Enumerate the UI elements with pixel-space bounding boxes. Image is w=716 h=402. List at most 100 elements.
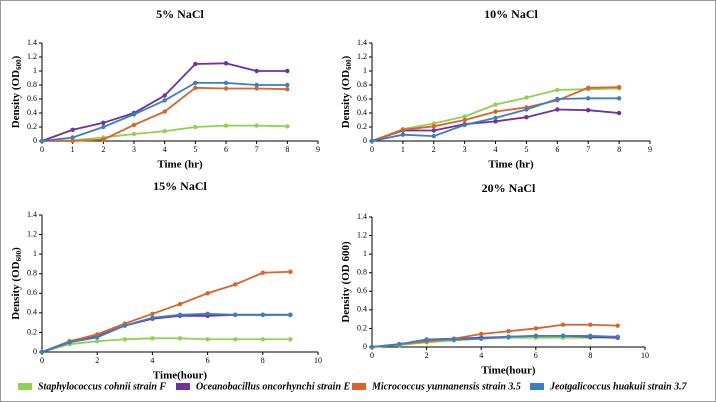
- x-tick-label: 3: [132, 145, 136, 154]
- y-tick-label: 1: [33, 249, 37, 258]
- legend-label: Jeotgalicoccus huakuii strain 3.7: [549, 381, 688, 392]
- series-line: [41, 312, 291, 353]
- y-tick-label: 1.2: [27, 229, 37, 238]
- data-point: [285, 82, 290, 88]
- data-point: [233, 282, 238, 287]
- data-point: [288, 337, 293, 342]
- y-tick-label: 0.4: [357, 305, 367, 314]
- data-point: [150, 311, 155, 317]
- x-tick-label: 10: [314, 356, 322, 365]
- data-point: [555, 96, 560, 102]
- data-point: [493, 102, 498, 107]
- x-tick-label: 0: [40, 145, 44, 154]
- data-point: [260, 337, 265, 342]
- chart-title: 5% NaCl: [156, 7, 204, 21]
- series-line: [371, 323, 618, 348]
- y-tick-label: 0.2: [27, 327, 37, 336]
- data-point: [254, 123, 259, 128]
- data-point: [616, 110, 622, 116]
- x-axis-label: Time(hour): [153, 370, 208, 382]
- data-point: [369, 138, 375, 144]
- y-tick-label: 1: [33, 66, 37, 75]
- x-axis-label: Time (hr): [157, 159, 203, 171]
- y-axis-label-part: ): [10, 247, 22, 251]
- legend-label: Micrococcus yunnanensis strain 3.5: [371, 381, 521, 392]
- y-tick-label: 1.4: [357, 38, 367, 47]
- data-point: [205, 311, 210, 317]
- x-tick-label: 4: [479, 351, 483, 360]
- x-axis-label: Time (hr): [488, 159, 534, 171]
- data-point: [524, 115, 529, 120]
- data-point: [397, 342, 402, 347]
- data-point: [586, 108, 591, 113]
- y-tick-label: 1.2: [357, 52, 367, 61]
- data-point: [533, 326, 538, 331]
- y-tick-label: 0.2: [27, 122, 37, 131]
- data-point: [162, 129, 167, 134]
- x-axis-label: Time(hour): [481, 365, 536, 377]
- data-point: [193, 61, 198, 67]
- data-point: [506, 334, 511, 339]
- data-point: [431, 128, 436, 133]
- data-point: [131, 122, 137, 128]
- data-point: [205, 291, 210, 296]
- data-point: [177, 301, 183, 307]
- data-point: [586, 85, 591, 91]
- data-point: [400, 132, 406, 137]
- y-tick-label: 0: [363, 136, 367, 145]
- data-point: [462, 122, 467, 128]
- data-point: [615, 323, 620, 328]
- data-point: [555, 107, 560, 112]
- y-tick-label: 0: [33, 136, 37, 145]
- data-point: [586, 96, 591, 101]
- data-point: [479, 331, 484, 337]
- data-point: [101, 137, 106, 142]
- x-tick-label: 7: [255, 145, 259, 154]
- x-tick-label: 4: [150, 356, 154, 365]
- data-point: [451, 337, 457, 342]
- legend-swatch: [176, 383, 190, 390]
- y-tick-label: 1.4: [357, 212, 367, 221]
- legend-swatch: [352, 383, 366, 390]
- data-point: [555, 87, 560, 93]
- data-point: [560, 322, 566, 327]
- y-tick-label: 1.4: [27, 38, 37, 47]
- data-point: [101, 124, 106, 130]
- data-point: [431, 133, 436, 139]
- data-point: [431, 124, 436, 129]
- series-line: [371, 334, 618, 348]
- legend-label: Staphylococcus cohnii strain F: [38, 381, 166, 392]
- data-point: [122, 337, 128, 342]
- y-tick-label: 0.8: [357, 268, 367, 277]
- y-tick-label: 1: [363, 66, 367, 75]
- y-axis-label-part: 600: [15, 250, 23, 261]
- data-point: [616, 84, 622, 90]
- y-axis-label: Density (OD600): [10, 55, 23, 128]
- chart-title: 20% NaCl: [482, 181, 536, 195]
- y-tick-label: 0.4: [27, 308, 37, 317]
- data-point: [223, 61, 229, 66]
- y-tick-label: 0: [363, 342, 367, 351]
- y-tick-label: 1.2: [27, 52, 37, 61]
- data-point: [615, 334, 620, 339]
- data-point: [560, 333, 566, 339]
- x-tick-label: 9: [316, 145, 320, 154]
- y-axis-label-part: Density (OD: [10, 70, 22, 128]
- data-point: [95, 339, 100, 344]
- data-point: [285, 124, 290, 129]
- data-point: [479, 336, 484, 341]
- y-axis-label-part: ): [10, 55, 22, 59]
- data-point: [150, 336, 155, 341]
- data-point: [131, 131, 137, 137]
- chart-title: 15% NaCl: [153, 179, 207, 193]
- data-point: [260, 312, 265, 318]
- x-tick-label: 1: [401, 145, 405, 154]
- y-tick-label: 0.6: [27, 94, 37, 103]
- legend-swatch: [18, 383, 32, 390]
- data-point: [122, 323, 128, 328]
- y-tick-label: 0.4: [27, 108, 37, 117]
- series-line: [41, 337, 291, 353]
- x-tick-label: 4: [163, 145, 167, 154]
- series-line: [41, 270, 291, 353]
